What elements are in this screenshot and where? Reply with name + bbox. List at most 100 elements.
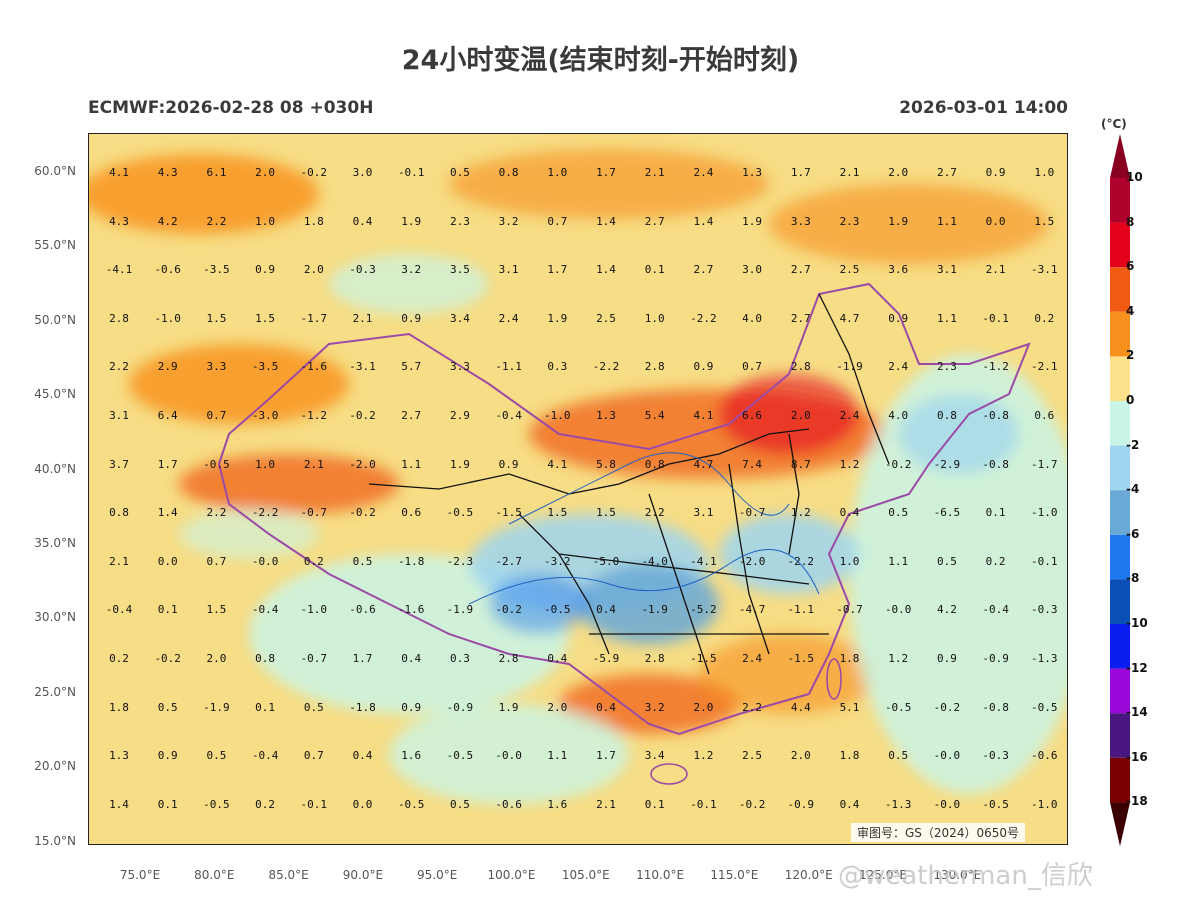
grid-value: 1.0 <box>255 214 276 228</box>
grid-value: -3.0 <box>251 409 279 422</box>
grid-value: 0.9 <box>157 749 178 763</box>
grid-value: 0.8 <box>109 506 129 520</box>
grid-value: -0.7 <box>300 652 328 665</box>
colorbar-segment <box>1110 445 1130 491</box>
grid-value: -1.8 <box>397 554 425 568</box>
grid-value: 1.3 <box>109 749 129 763</box>
grid-value: 2.7 <box>790 311 811 325</box>
grid-value: -0.8 <box>982 700 1009 714</box>
grid-value: 1.9 <box>888 214 909 228</box>
grid-value: 0.5 <box>157 700 178 714</box>
grid-value: 0.6 <box>401 506 422 520</box>
colorbar-segment <box>1110 534 1130 580</box>
grid-value: 5.1 <box>839 700 860 714</box>
grid-value: 5.4 <box>644 409 665 422</box>
grid-value: 1.2 <box>790 506 811 520</box>
grid-value: 0.9 <box>401 700 422 714</box>
colorbar <box>1110 134 1130 847</box>
grid-value: 2.0 <box>888 166 909 179</box>
grid-value: 2.8 <box>644 360 665 374</box>
grid-value: 1.4 <box>157 506 178 520</box>
grid-value: -0.5 <box>203 457 230 471</box>
grid-value: -0.4 <box>982 603 1009 617</box>
grid-value: 2.7 <box>401 409 422 422</box>
grid-value: 4.2 <box>157 214 178 228</box>
grid-value: 2.1 <box>352 311 373 325</box>
colorbar-segment <box>1110 222 1130 268</box>
grid-value: -1.0 <box>1031 797 1058 811</box>
longitude-label: 125.0°E <box>859 868 907 882</box>
grid-value: -0.1 <box>982 311 1009 325</box>
grid-value: -0.2 <box>884 457 912 471</box>
grid-value: -1.0 <box>544 409 571 422</box>
grid-value: -1.5 <box>787 652 815 665</box>
longitude-label: 75.0°E <box>119 868 161 882</box>
grid-value: -0.2 <box>154 652 181 665</box>
grid-value: 1.7 <box>547 263 568 277</box>
grid-value: 1.9 <box>742 214 763 228</box>
grid-value: 2.2 <box>644 506 665 520</box>
grid-value: -0.3 <box>1031 603 1058 617</box>
grid-value: -0.1 <box>1031 554 1058 568</box>
colorbar-label: 0 <box>1126 393 1135 407</box>
grid-value: 1.6 <box>401 749 422 763</box>
grid-value: 2.5 <box>839 263 860 277</box>
grid-value: -0.2 <box>349 409 376 422</box>
grid-value: 1.8 <box>839 749 860 763</box>
grid-value: 0.7 <box>742 360 763 374</box>
grid-value: -0.4 <box>251 749 279 763</box>
grid-value: -2.7 <box>495 554 522 568</box>
grid-value: 6.1 <box>206 166 227 179</box>
colorbar-label: -12 <box>1126 660 1148 675</box>
grid-value: 1.4 <box>596 263 616 277</box>
grid-value: 3.1 <box>936 263 957 277</box>
grid-value: 3.4 <box>644 749 665 763</box>
grid-value: 0.8 <box>255 652 276 665</box>
grid-value: -1.7 <box>300 311 328 325</box>
grid-value: -1.0 <box>154 311 181 325</box>
grid-value: 2.2 <box>109 360 129 374</box>
grid-value: 3.3 <box>790 214 811 228</box>
grid-value: 0.0 <box>157 554 178 568</box>
grid-value: -1.1 <box>495 360 522 374</box>
grid-value: -3.5 <box>203 263 230 277</box>
grid-value: 0.1 <box>644 263 665 277</box>
grid-value: 0.9 <box>936 652 957 665</box>
temperature-change-map: 4.1 4.3 6.1 2.0 -0.2 3.0 -0.1 0.5 0.8 1.0 1.7 2.1 2.… <box>88 133 1068 845</box>
grid-value: -3.1 <box>349 360 376 374</box>
grid-value: -0.0 <box>884 603 912 617</box>
grid-value: -0.3 <box>349 263 376 277</box>
grid-value: -4.1 <box>690 554 717 568</box>
grid-value: -0.3 <box>982 749 1009 763</box>
grid-value: 0.2 <box>255 797 276 811</box>
grid-value: 1.1 <box>401 457 422 471</box>
grid-value: 0.8 <box>644 457 665 471</box>
grid-value: -1.3 <box>884 797 912 811</box>
grid-value: -0.5 <box>1031 700 1058 714</box>
grid-value: 2.7 <box>693 263 714 277</box>
grid-value: -4.7 <box>738 603 766 617</box>
grid-value: -1.6 <box>397 603 425 617</box>
grid-value: 2.0 <box>693 700 714 714</box>
grid-value: -0.5 <box>982 797 1009 811</box>
grid-value: 2.3 <box>936 360 957 374</box>
grid-value: 2.7 <box>790 263 811 277</box>
grid-value: 1.2 <box>839 457 860 471</box>
grid-value: 0.5 <box>449 797 470 811</box>
colorbar-unit: (°C) <box>1101 117 1127 131</box>
colorbar-top-arrow <box>1110 134 1130 178</box>
grid-value: 1.5 <box>206 311 227 325</box>
grid-value: 2.1 <box>596 797 616 811</box>
grid-value: 0.7 <box>206 554 227 568</box>
grid-value: -2.0 <box>349 457 376 471</box>
latitude-label: 20.0°N <box>34 759 76 774</box>
grid-value: 2.1 <box>644 166 665 179</box>
grid-value: -1.5 <box>495 506 522 520</box>
grid-value: 0.1 <box>157 797 178 811</box>
grid-value: 8.7 <box>790 457 811 471</box>
grid-value: 1.2 <box>693 749 714 763</box>
grid-value: 4.4 <box>790 700 811 714</box>
grid-value: 1.1 <box>936 214 957 228</box>
grid-value: 1.5 <box>547 506 568 520</box>
grid-value: 3.0 <box>742 263 763 277</box>
